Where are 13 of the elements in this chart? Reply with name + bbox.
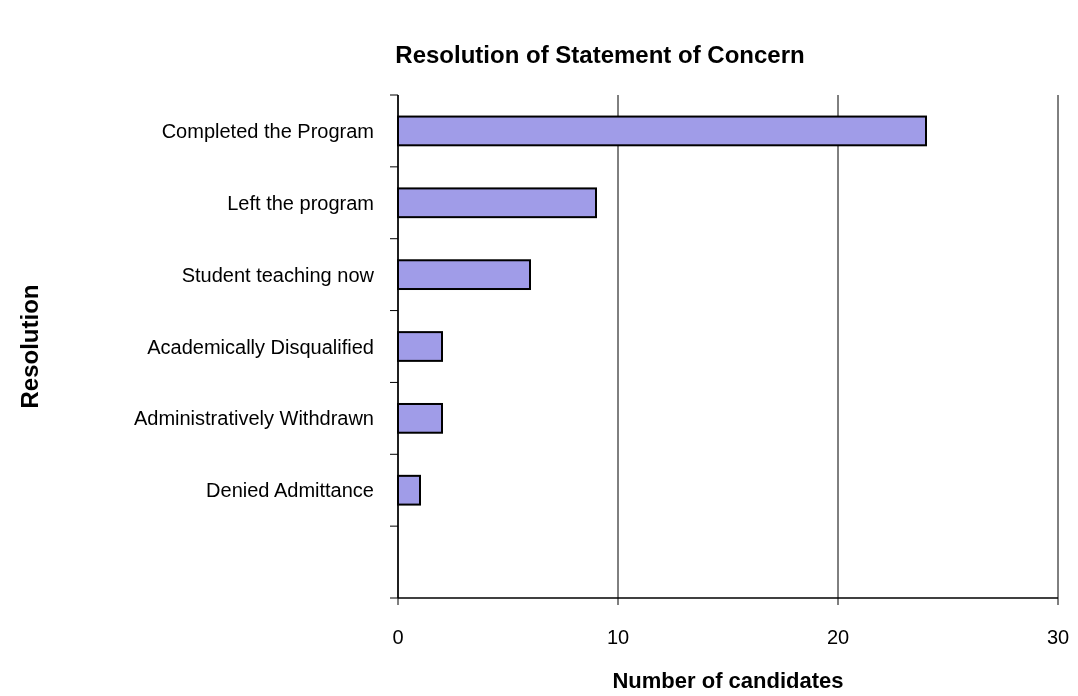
y-axis-title: Resolution bbox=[16, 284, 43, 409]
x-axis-title: Number of candidates bbox=[612, 668, 844, 693]
x-tick-label: 0 bbox=[392, 626, 404, 648]
y-tick-label: Left the program bbox=[227, 191, 374, 214]
chart-title: Resolution of Statement of Concern bbox=[395, 41, 805, 68]
y-tick-label: Denied Admittance bbox=[206, 479, 374, 502]
y-tick-label: Academically Disqualified bbox=[147, 335, 374, 358]
y-tick-label: Student teaching now bbox=[181, 263, 375, 286]
x-tick-label: 20 bbox=[826, 626, 850, 648]
y-tick-label: Completed the Program bbox=[161, 119, 374, 142]
x-tick-label: 30 bbox=[1046, 626, 1070, 648]
x-tick-label: 10 bbox=[606, 626, 630, 648]
y-tick-label: Administratively Withdrawn bbox=[133, 407, 374, 430]
